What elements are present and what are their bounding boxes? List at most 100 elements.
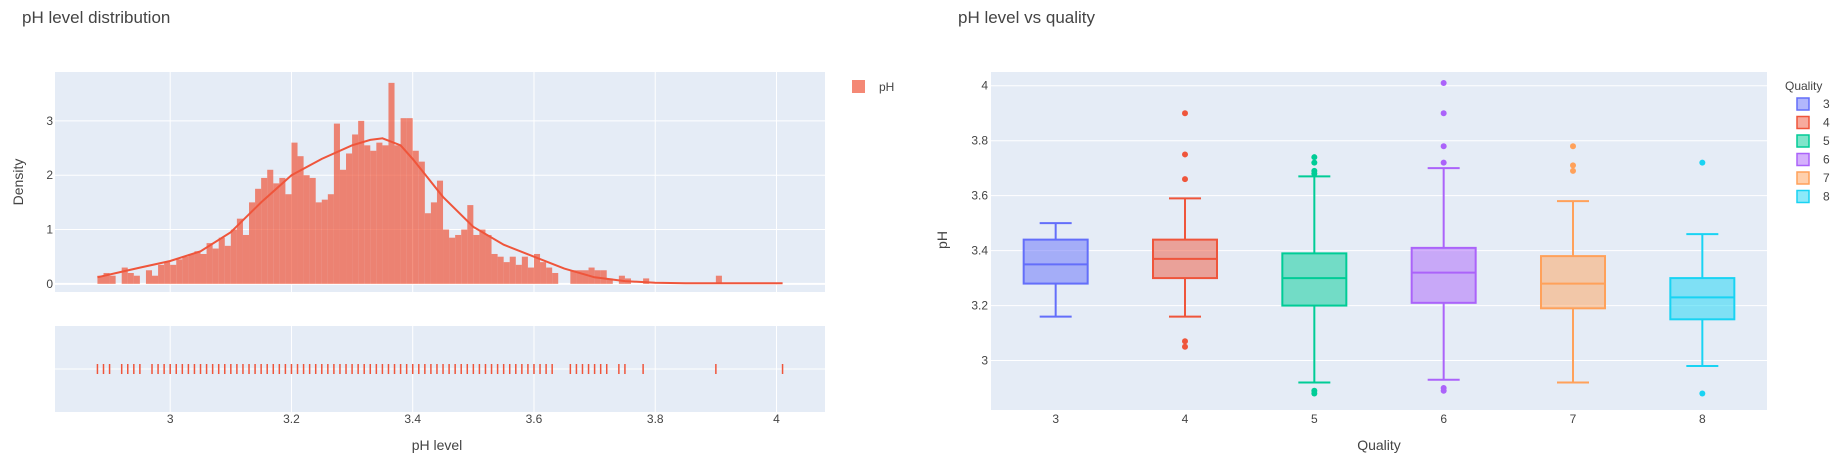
outlier-point	[1440, 387, 1447, 394]
histogram-legend[interactable]: pH	[852, 80, 894, 94]
legend-swatch	[1796, 152, 1810, 167]
histogram-bar	[200, 253, 207, 284]
y-tick-label: 1	[46, 223, 53, 237]
histogram-bar	[491, 253, 498, 284]
histogram-bar	[352, 134, 359, 284]
outlier-point	[1311, 390, 1318, 397]
iqr-box	[1669, 277, 1736, 321]
left-y-axis-title: Density	[10, 159, 26, 206]
y-tick-label: 4	[981, 79, 988, 93]
outlier-point	[1440, 159, 1447, 166]
histogram-bar	[267, 169, 274, 284]
histogram-bar	[152, 275, 159, 284]
legend-swatch	[1796, 171, 1810, 185]
iqr-box	[1281, 252, 1348, 307]
histogram-bar	[533, 253, 541, 284]
histogram-bar	[467, 205, 474, 284]
outlier-point	[1182, 176, 1188, 183]
histogram-bar	[236, 218, 243, 284]
legend-label-ph: pH	[879, 80, 894, 94]
histogram-bar	[103, 272, 110, 284]
legend-item-quality-4[interactable]: 4	[1796, 116, 1830, 130]
histogram-bar	[370, 150, 377, 284]
legend-label: 7	[1823, 171, 1830, 185]
histogram-bar	[570, 270, 577, 284]
histogram-bar	[418, 161, 425, 284]
box-quality-8	[1669, 159, 1736, 397]
histogram-bar	[473, 234, 480, 284]
histogram-bar	[436, 180, 444, 284]
histogram-bar	[485, 234, 492, 284]
outlier-point	[1570, 162, 1576, 169]
right-x-axis-title: Quality	[1357, 437, 1401, 453]
histogram-bar	[170, 264, 177, 284]
left-chart-title: pH level distribution	[22, 8, 170, 27]
outlier-point	[1311, 170, 1318, 177]
histogram-bar	[218, 237, 225, 284]
legend-item-quality-5[interactable]: 5	[1796, 134, 1830, 148]
histogram-bar	[182, 256, 189, 284]
histogram-bar	[255, 188, 262, 284]
outlier-point	[1182, 343, 1188, 350]
x-tick-label: 8	[1699, 412, 1706, 426]
histogram-bar	[412, 150, 419, 284]
outlier-point	[1699, 159, 1706, 166]
boxplot-tick-labels: 3 3.2 3.4 3.6 3.8 4 3 4 5 6 7 8	[971, 79, 1706, 426]
y-tick-label: 3.2	[971, 299, 988, 313]
histogram-bar	[133, 275, 140, 284]
outlier-point	[1699, 390, 1706, 397]
x-tick-label: 6	[1440, 412, 1447, 426]
legend-label: 3	[1823, 97, 1830, 111]
histogram-bar	[333, 123, 340, 284]
y-tick-label: 3	[981, 354, 988, 368]
histogram-bar	[600, 270, 607, 284]
legend-swatch	[1796, 134, 1810, 148]
histogram-bar	[188, 253, 195, 284]
iqr-box	[1410, 246, 1477, 304]
histogram-bar	[576, 270, 583, 284]
x-tick-label: 4	[1182, 412, 1189, 426]
histogram-bar	[109, 275, 116, 284]
histogram-bar	[285, 194, 292, 284]
histogram-bar	[715, 275, 722, 284]
y-tick-label: 3	[46, 114, 53, 128]
y-tick-label: 3.6	[971, 189, 988, 203]
legend-item-quality-6[interactable]: 6	[1796, 152, 1830, 167]
rug-marks	[96, 364, 784, 374]
histogram-bar	[449, 237, 456, 284]
outlier-point	[1440, 110, 1447, 117]
legend-label: 8	[1823, 190, 1830, 204]
x-tick-label: 3.2	[283, 412, 300, 426]
x-tick-label: 3.4	[404, 412, 421, 426]
legend-item-quality-8[interactable]: 8	[1796, 190, 1830, 204]
histogram-bar	[309, 177, 316, 284]
histogram-bar	[327, 194, 334, 284]
x-tick-label: 3	[1052, 412, 1059, 426]
outlier-point	[1570, 143, 1576, 150]
histogram-bar	[509, 256, 516, 284]
histogram-bar	[546, 267, 553, 284]
histogram-bar	[279, 177, 286, 284]
outlier-point	[1182, 338, 1188, 345]
histogram-bar	[212, 248, 219, 284]
histogram-bar	[394, 145, 401, 284]
legend-item-quality-7[interactable]: 7	[1796, 171, 1830, 185]
histogram-bar	[321, 199, 328, 284]
outlier-point	[1182, 110, 1188, 117]
iqr-box	[1022, 238, 1089, 285]
boxplot-gridlines	[991, 85, 1767, 362]
right-y-axis-title: pH	[934, 231, 950, 249]
y-tick-label: 0	[46, 277, 53, 291]
histogram-bar	[127, 272, 134, 284]
histogram-bar	[261, 177, 268, 284]
histogram-bar	[176, 259, 183, 284]
quality-legend[interactable]: Quality 3 4 5 6 7 8	[1785, 79, 1830, 204]
histogram-bar	[206, 243, 213, 284]
outlier-point	[1311, 159, 1318, 166]
x-tick-label: 4	[773, 412, 780, 426]
histogram-bar	[358, 120, 365, 284]
legend-item-quality-3[interactable]: 3	[1796, 97, 1830, 111]
x-tick-label: 5	[1311, 412, 1318, 426]
legend-title-quality: Quality	[1785, 79, 1822, 93]
histogram-bar	[230, 229, 237, 284]
